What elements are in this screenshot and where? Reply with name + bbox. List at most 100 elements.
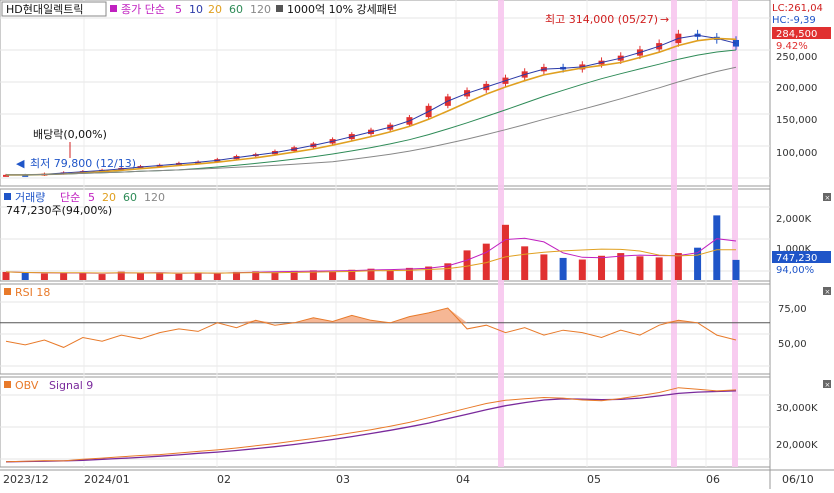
obv-title: OBV [15,379,39,392]
volume-bar [21,273,29,280]
x-tick-06: 06 [706,473,720,486]
obv-line [5,387,737,463]
rsi-panel[interactable] [0,283,771,375]
svg-text:×: × [825,381,831,389]
close-icon[interactable]: × [823,193,831,202]
event-highlight-bands [498,0,738,467]
dividend-annotation: 배당락(0,00%) [33,128,107,141]
arrow-left-icon: ◀ [16,157,25,170]
current-price-value: 284,500 [776,29,817,40]
volume-bar [578,259,586,280]
pattern-legend-swatch [276,5,283,12]
volume-bar [521,246,529,280]
volume-bar [233,271,241,280]
volume-ma-label: 단순 [60,191,80,204]
change-pct: 9.42% [776,41,808,52]
volume-bar [136,273,144,280]
obv-panel[interactable] [0,376,771,468]
rsi-title: RSI 18 [15,286,50,299]
volume-bar [540,254,548,280]
lc-label: LC:261,04 [772,3,823,14]
price-tick-250000: 250,000 [776,52,817,63]
ma120-line [6,66,737,176]
x-tick-2024-01: 2024/01 [84,473,130,486]
volume-bar [444,263,452,280]
volume-bar [674,253,682,280]
volume-bar [156,272,164,280]
stock-name-box[interactable] [1,1,107,17]
volume-current-badge [772,251,831,263]
volume-bar [252,271,260,280]
price-tick-100000: 100,000 [776,148,817,159]
volume-pct: 94,00% [776,265,814,276]
volume-bar [386,270,394,280]
volume-tick-2000k: 2,000K [776,214,812,225]
max-annotation: 최고 314,000 (05/27) [545,13,658,26]
volume-bar [367,268,375,280]
obv-series [5,387,737,463]
volume-bar [694,247,702,280]
volume-bar [617,253,625,280]
highlight-band [498,0,504,467]
highlight-band [671,0,677,467]
volume-bar [271,272,279,280]
volume-bar [175,273,183,280]
x-tick-05: 05 [587,473,601,486]
close-icon[interactable]: × [823,287,831,296]
obv-tick-20000k: 20,000K [776,440,818,451]
rsi-series [0,307,770,348]
x-axis: 2023/12 2024/01 02 03 04 05 06 06/10 [3,473,814,486]
rsi-line [5,307,737,348]
volume-current-value: 747,230 [776,253,817,264]
candle-body [22,174,29,177]
volume-bar [79,273,87,280]
x-tick-2023-12: 2023/12 [3,473,49,486]
volume-bar [425,266,433,280]
volume-bar [732,259,740,280]
obv-tick-30000k: 30,000K [776,403,818,414]
volume-bar [98,274,106,280]
volume-ma20-line [5,248,736,274]
volume-series [2,215,740,280]
volume-bar [213,273,221,280]
x-tick-03: 03 [336,473,350,486]
ma-period-10: 10 [189,3,203,16]
ma-label-prefix: 종가 단순 [121,3,165,16]
x-axis-right-label: 06/10 [782,473,814,486]
volume-bar [463,250,471,280]
volume-bar [482,243,490,280]
volume-bar [501,224,509,280]
close-icon[interactable]: × [823,380,831,389]
volume-bar [40,273,48,280]
stock-name[interactable]: HD현대일렉트릭 [6,2,83,16]
min-annotation: 최저 79,800 (12/13) [30,157,136,170]
volume-bar [194,272,202,280]
rsi-tick-75: 75,00 [778,304,807,315]
ma-period-5: 5 [175,3,182,16]
volume-legend-swatch [4,193,11,200]
volume-bar [290,270,298,280]
ma-period-60: 60 [229,3,243,16]
obv-signal-label: Signal 9 [49,379,93,392]
volume-bar [2,271,10,280]
hc-label: HC:-9,39 [772,15,816,26]
candle-body [3,174,9,177]
highlight-band [732,0,738,467]
volume-summary: 747,230주(94,00%) [6,204,112,217]
ma-period-120: 120 [250,3,271,16]
volume-bar [713,215,721,280]
volume-ma-20: 20 [102,191,116,204]
volume-ma-5: 5 [88,191,95,204]
ma-period-20: 20 [208,3,222,16]
volume-bar [60,272,68,280]
svg-text:×: × [825,288,831,296]
svg-text:×: × [825,194,831,202]
x-tick-04: 04 [456,473,470,486]
price-series [3,29,739,177]
volume-bar [655,257,663,280]
obv-legend-swatch [4,381,11,388]
x-tick-02: 02 [217,473,231,486]
price-tick-150000: 150,000 [776,115,817,126]
